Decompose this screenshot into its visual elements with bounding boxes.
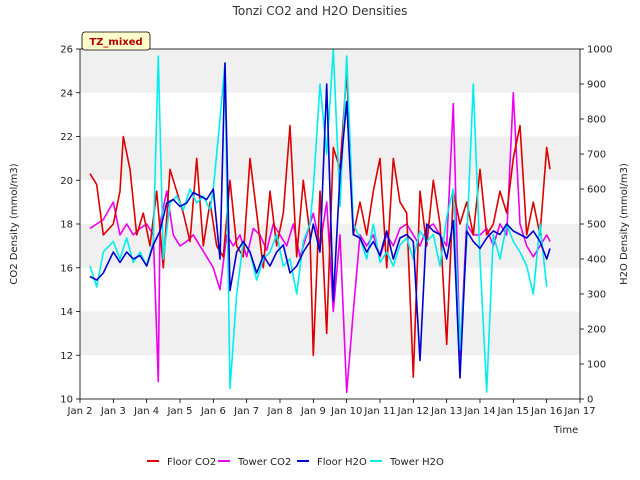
x-tick-label: Jan 3 bbox=[100, 406, 126, 417]
legend-label: Floor H2O bbox=[317, 457, 367, 468]
y-left-tick-label: 22 bbox=[60, 132, 73, 143]
x-tick-label: Jan 17 bbox=[563, 406, 595, 417]
y-right-tick-label: 100 bbox=[587, 360, 606, 371]
x-tick-label: Jan 6 bbox=[200, 406, 226, 417]
y-left-tick-label: 18 bbox=[60, 220, 73, 231]
y-right-axis-ticks: 0 100 200 300 400 500 600 700 800 900 1000 bbox=[580, 45, 612, 406]
x-tick-label: Jan 12 bbox=[397, 406, 429, 417]
y-right-tick-label: 1000 bbox=[587, 45, 612, 56]
x-tick-label: Jan 13 bbox=[430, 406, 462, 417]
series-line-floor-h2o bbox=[89, 62, 551, 379]
y-left-tick-label: 10 bbox=[60, 395, 73, 406]
badge-box bbox=[81, 31, 151, 51]
y-right-axis-title: H2O Density (mmol/m3) bbox=[619, 163, 630, 285]
y-right-tick-label: 800 bbox=[587, 115, 606, 126]
legend-label: Floor CO2 bbox=[167, 457, 216, 468]
chart-title: Tonzi CO2 and H2O Densities bbox=[232, 4, 408, 18]
x-tick-label: Jan 15 bbox=[497, 406, 529, 417]
y-right-tick-label: 900 bbox=[587, 80, 606, 91]
x-tick-label: Jan 5 bbox=[167, 406, 193, 417]
legend: Floor CO2 Tower CO2 Floor H2O Tower H2O bbox=[147, 457, 444, 468]
series-layer bbox=[89, 48, 551, 394]
y-left-tick-label: 26 bbox=[60, 45, 73, 56]
x-tick-label: Jan 7 bbox=[233, 406, 259, 417]
legend-label: Tower H2O bbox=[389, 457, 444, 468]
y-left-tick-label: 24 bbox=[60, 88, 73, 99]
x-tick-label: Jan 8 bbox=[267, 406, 293, 417]
badge: TZ_mixed bbox=[81, 31, 151, 51]
legend-label: Tower CO2 bbox=[237, 457, 291, 468]
x-axis-title: Time bbox=[553, 425, 578, 436]
x-tick-label: Jan 4 bbox=[133, 406, 159, 417]
series-line-tower-h2o bbox=[89, 48, 548, 393]
x-tick-label: Jan 9 bbox=[300, 406, 326, 417]
y-right-tick-label: 0 bbox=[587, 395, 593, 406]
x-tick-label: Jan 14 bbox=[463, 406, 495, 417]
y-right-tick-label: 600 bbox=[587, 185, 606, 196]
x-tick-label: Jan 11 bbox=[363, 406, 395, 417]
y-left-axis-title: CO2 Density (mmol/m3) bbox=[9, 163, 20, 284]
x-tick-label: Jan 2 bbox=[67, 406, 93, 417]
y-right-tick-label: 200 bbox=[587, 325, 606, 336]
y-right-tick-label: 700 bbox=[587, 150, 606, 161]
y-left-axis-ticks: 10 12 14 16 18 20 22 24 26 bbox=[60, 45, 80, 406]
y-left-tick-label: 16 bbox=[60, 263, 73, 274]
y-left-tick-label: 14 bbox=[60, 307, 73, 318]
y-right-tick-label: 300 bbox=[587, 290, 606, 301]
y-left-tick-label: 20 bbox=[60, 176, 73, 187]
y-left-tick-label: 12 bbox=[60, 351, 73, 362]
x-tick-label: Jan 16 bbox=[530, 406, 562, 417]
y-right-tick-label: 500 bbox=[587, 220, 606, 231]
badge-label: TZ_mixed bbox=[89, 37, 142, 48]
x-tick-label: Jan 10 bbox=[330, 406, 362, 417]
grid-band bbox=[80, 49, 580, 93]
x-axis-ticks: Jan 2 Jan 3 Jan 4 Jan 5 Jan 6 Jan 7 Jan 8 Jan 9… bbox=[67, 399, 596, 417]
y-right-tick-label: 400 bbox=[587, 255, 606, 266]
grid-band bbox=[80, 311, 580, 356]
